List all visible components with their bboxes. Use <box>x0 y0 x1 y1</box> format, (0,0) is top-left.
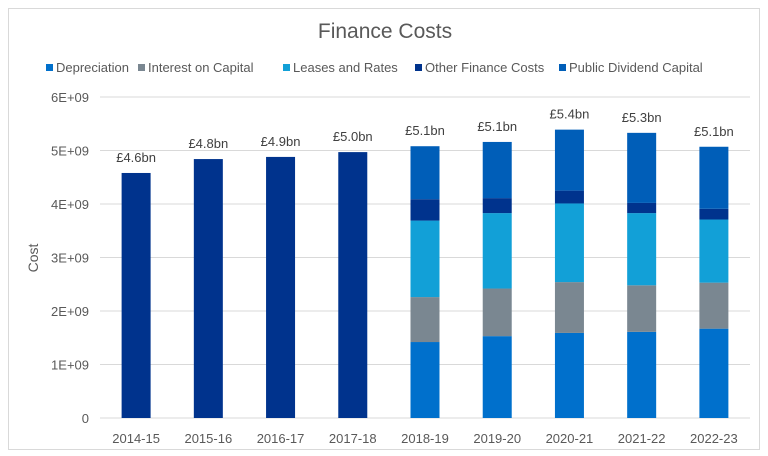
legend-swatch <box>138 64 145 71</box>
x-tick-label: 2015-16 <box>184 431 232 446</box>
x-tick-label: 2017-18 <box>329 431 377 446</box>
bar-segment-leases-and-rates <box>554 203 584 283</box>
y-axis-label: Cost <box>25 244 41 273</box>
bar-segment-depreciation <box>482 336 512 418</box>
data-label: £5.3bn <box>622 110 662 125</box>
bar-segment-public-dividend-capital <box>627 132 657 203</box>
bar-segment-interest-on-capital <box>482 288 512 337</box>
legend-swatch <box>415 64 422 71</box>
legend-label: Public Dividend Capital <box>569 60 703 75</box>
bar-segment-depreciation <box>410 342 440 418</box>
bar-segment-interest-on-capital <box>554 282 584 333</box>
bar-segment-leases-and-rates <box>627 213 657 286</box>
bar-segment-other-finance-costs <box>699 208 729 220</box>
bar-segment-other-finance-costs <box>554 190 584 204</box>
data-label: £5.1bn <box>694 124 734 139</box>
legend-swatch <box>559 64 566 71</box>
x-tick-label: 2014-15 <box>112 431 160 446</box>
legend-label: Depreciation <box>56 60 129 75</box>
chart-title: Finance Costs <box>318 20 452 43</box>
y-tick-label: 1E+09 <box>51 358 89 373</box>
legend-swatch <box>46 64 53 71</box>
bar-segment-other-finance-costs <box>482 198 512 214</box>
data-label: £4.8bn <box>188 136 228 151</box>
x-tick-label: 2018-19 <box>401 431 449 446</box>
bar-segment-leases-and-rates <box>410 220 440 298</box>
bar-segment-interest-on-capital <box>699 282 729 329</box>
y-tick-label: 0 <box>82 411 89 426</box>
x-tick-label: 2016-17 <box>257 431 305 446</box>
bar-segment-depreciation <box>554 332 584 418</box>
y-tick-label: 5E+09 <box>51 144 89 159</box>
data-label: £5.4bn <box>550 107 590 122</box>
y-tick-label: 6E+09 <box>51 90 89 105</box>
bar-segment-other-finance-costs <box>121 172 151 418</box>
bar-segment-interest-on-capital <box>627 285 657 332</box>
data-label: £5.0bn <box>333 129 373 144</box>
data-label: £5.1bn <box>477 119 517 134</box>
bar-segment-interest-on-capital <box>410 297 440 343</box>
legend-swatch <box>283 64 290 71</box>
legend-label: Leases and Rates <box>293 60 398 75</box>
legend-label: Other Finance Costs <box>425 60 545 75</box>
bar-segment-other-finance-costs <box>410 199 440 221</box>
bar-segment-other-finance-costs <box>266 156 296 419</box>
data-label: £4.9bn <box>261 134 301 149</box>
x-tick-label: 2022-23 <box>690 431 738 446</box>
legend-label: Interest on Capital <box>148 60 254 75</box>
x-tick-label: 2021-22 <box>618 431 666 446</box>
chart-frame <box>8 8 760 450</box>
y-tick-label: 3E+09 <box>51 251 89 266</box>
bar-segment-other-finance-costs <box>627 202 657 214</box>
bar-segment-public-dividend-capital <box>410 146 440 200</box>
bar-segment-public-dividend-capital <box>554 129 584 191</box>
x-tick-label: 2019-20 <box>473 431 521 446</box>
bar-segment-other-finance-costs <box>338 152 368 419</box>
y-tick-label: 2E+09 <box>51 304 89 319</box>
bar-segment-other-finance-costs <box>193 159 223 418</box>
data-label: £5.1bn <box>405 123 445 138</box>
y-tick-label: 4E+09 <box>51 197 89 212</box>
bar-segment-depreciation <box>627 331 657 418</box>
bar-segment-public-dividend-capital <box>482 141 512 199</box>
bar-segment-public-dividend-capital <box>699 146 729 209</box>
bar-segment-leases-and-rates <box>482 213 512 289</box>
bar-segment-depreciation <box>699 328 729 418</box>
x-tick-label: 2020-21 <box>546 431 594 446</box>
bar-segment-leases-and-rates <box>699 219 729 283</box>
data-label: £4.6bn <box>116 150 156 165</box>
